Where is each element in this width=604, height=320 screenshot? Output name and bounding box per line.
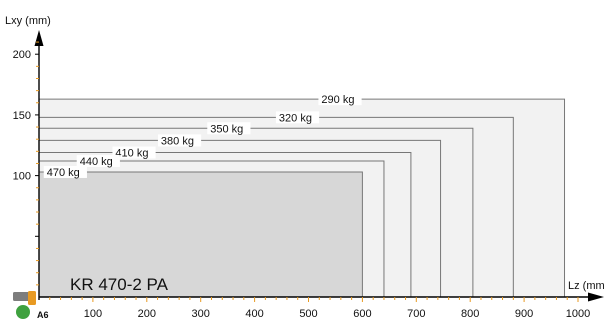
model-label: KR 470-2 PA bbox=[70, 275, 169, 294]
y-tick-label: 150 bbox=[13, 110, 31, 122]
x-tick-label: 500 bbox=[299, 308, 317, 320]
x-tick-label: 900 bbox=[515, 308, 533, 320]
x-tick-label: 200 bbox=[138, 308, 156, 320]
origin-label: A6 bbox=[37, 310, 49, 320]
load-curve-440-kg bbox=[39, 160, 385, 297]
load-label-320-kg: 320 kg bbox=[279, 112, 312, 124]
load-curve-320-kg bbox=[39, 116, 514, 297]
load-label-290-kg: 290 kg bbox=[321, 94, 354, 106]
wrist-flange bbox=[28, 291, 36, 305]
y-axis-arrow bbox=[34, 30, 44, 46]
x-tick-label: 300 bbox=[192, 308, 210, 320]
wrist-body bbox=[13, 292, 30, 301]
axis-ticks: 100 200 300 400 500 600 700 800 900 1000 100 150 200 bbox=[13, 41, 590, 320]
x-tick-label: 1000 bbox=[566, 308, 590, 320]
load-label-440-kg: 440 kg bbox=[80, 156, 113, 168]
load-curve-410-kg bbox=[39, 152, 412, 297]
x-axis-title: Lz (mm) bbox=[568, 280, 604, 292]
load-label-350-kg: 350 kg bbox=[210, 123, 243, 135]
y-tick-label: 200 bbox=[13, 49, 31, 61]
load-curve-290-kg bbox=[39, 98, 566, 297]
x-tick-label: 800 bbox=[461, 308, 479, 320]
load-label-bg-290-kg bbox=[318, 93, 362, 106]
robot-wrist-icon: A6 bbox=[13, 291, 49, 320]
load-curve-470-kg bbox=[39, 171, 363, 297]
load-label-bg-440-kg bbox=[76, 155, 120, 168]
x-axis-arrow bbox=[588, 292, 604, 302]
load-label-470-kg: 470 kg bbox=[47, 167, 80, 179]
load-label-410-kg: 410 kg bbox=[115, 148, 148, 160]
load-label-bg-410-kg bbox=[112, 146, 156, 159]
x-tick-label: 400 bbox=[245, 308, 263, 320]
wrist-joint bbox=[16, 305, 30, 319]
y-axis-title: Lxy (mm) bbox=[5, 15, 51, 27]
load-label-bg-320-kg bbox=[275, 111, 320, 124]
load-label-bg-470-kg bbox=[43, 165, 87, 178]
x-tick-label: 600 bbox=[353, 308, 371, 320]
load-label-bg-350-kg bbox=[207, 122, 251, 135]
y-tick-label: 100 bbox=[13, 171, 31, 183]
load-curve-350-kg bbox=[39, 127, 474, 297]
load-label-bg-380-kg bbox=[157, 134, 202, 147]
load-area-470-kg bbox=[39, 171, 363, 297]
axis-labels: Lxy (mm) Lz (mm) KR 470-2 PA bbox=[5, 15, 604, 294]
x-tick-label: 100 bbox=[84, 308, 102, 320]
load-label-380-kg: 380 kg bbox=[161, 135, 194, 147]
x-tick-label: 700 bbox=[407, 308, 425, 320]
